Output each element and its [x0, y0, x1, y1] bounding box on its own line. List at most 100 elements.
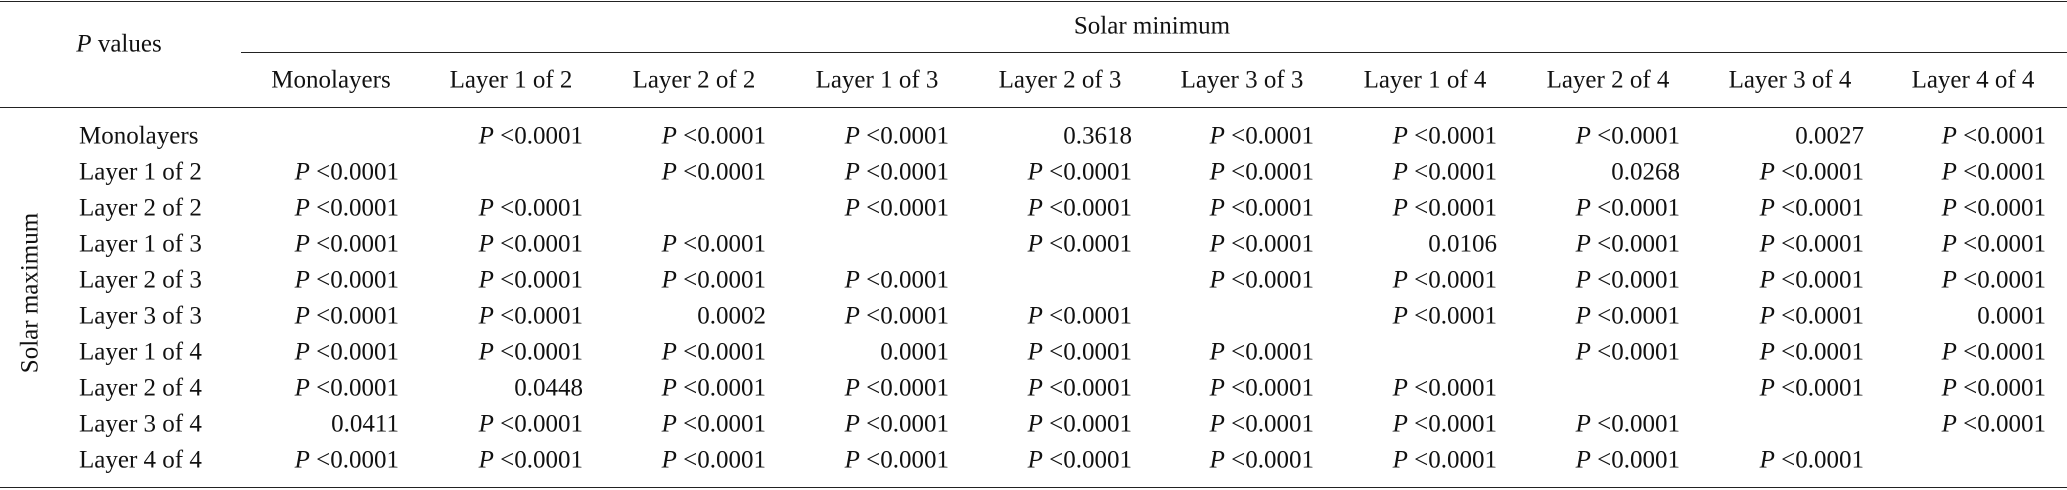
- row-label: Layer 3 of 4: [79, 410, 202, 438]
- p-value-cell: P <0.0001: [661, 446, 766, 474]
- p-value-cell: P <0.0001: [1941, 230, 2046, 258]
- p-value-cell: P <0.0001: [1941, 410, 2046, 438]
- p-value-cell: P <0.0001: [1027, 302, 1132, 330]
- p-value-cell: P <0.0001: [844, 446, 949, 474]
- row-label: Layer 2 of 4: [79, 374, 202, 402]
- p-value-cell: P <0.0001: [1209, 410, 1314, 438]
- column-header: Layer 2 of 4: [1546, 66, 1670, 94]
- p-value-cell: P <0.0001: [661, 338, 766, 366]
- p-value-cell: P <0.0001: [661, 266, 766, 294]
- p-value-cell: P <0.0001: [661, 374, 766, 402]
- p-value-cell: P <0.0001: [478, 230, 583, 258]
- p-value-cell: 0.0268: [1611, 158, 1680, 186]
- column-header: Layer 1 of 4: [1363, 66, 1487, 94]
- p-value-cell: P <0.0001: [478, 266, 583, 294]
- p-value-cell: 0.0002: [697, 302, 766, 330]
- bottom-rule: [0, 487, 2067, 488]
- p-value-cell: P <0.0001: [1759, 194, 1864, 222]
- column-header: Layer 2 of 3: [998, 66, 1122, 94]
- row-label: Layer 2 of 3: [79, 266, 202, 294]
- side-header: Solar maximum: [16, 212, 44, 374]
- p-value-cell: P <0.0001: [1027, 410, 1132, 438]
- column-header: Layer 3 of 3: [1180, 66, 1304, 94]
- p-value-cell: P <0.0001: [1759, 374, 1864, 402]
- p-value-cell: P <0.0001: [661, 122, 766, 150]
- p-value-cell: P <0.0001: [1392, 410, 1497, 438]
- p-value-cell: P <0.0001: [1027, 230, 1132, 258]
- p-value-cell: P <0.0001: [1575, 446, 1680, 474]
- p-value-cell: P <0.0001: [1759, 266, 1864, 294]
- row-label: Layer 3 of 3: [79, 302, 202, 330]
- p-value-cell: P <0.0001: [1941, 338, 2046, 366]
- group-header: Solar minimum: [1073, 12, 1231, 40]
- p-value-cell: P <0.0001: [1027, 338, 1132, 366]
- p-value-cell: 0.3618: [1063, 122, 1132, 150]
- p-value-cell: P <0.0001: [1941, 122, 2046, 150]
- p-value-cell: P <0.0001: [294, 230, 399, 258]
- p-value-cell: P <0.0001: [1027, 446, 1132, 474]
- p-value-cell: P <0.0001: [294, 158, 399, 186]
- corner-header: P values: [76, 30, 162, 58]
- p-value-cell: P <0.0001: [478, 302, 583, 330]
- p-value-cell: P <0.0001: [844, 158, 949, 186]
- row-label: Layer 1 of 2: [79, 158, 202, 186]
- p-value-cell: P <0.0001: [844, 374, 949, 402]
- p-value-cell: P <0.0001: [844, 266, 949, 294]
- column-header: Layer 2 of 2: [632, 66, 756, 94]
- p-value-cell: P <0.0001: [1027, 194, 1132, 222]
- p-value-cell: P <0.0001: [478, 338, 583, 366]
- p-value-cell: P <0.0001: [1759, 230, 1864, 258]
- p-value-cell: P <0.0001: [1209, 194, 1314, 222]
- p-value-cell: P <0.0001: [478, 122, 583, 150]
- p-value-cell: P <0.0001: [1392, 194, 1497, 222]
- column-header: Layer 1 of 2: [449, 66, 573, 94]
- p-value-cell: P <0.0001: [1941, 194, 2046, 222]
- p-value-cell: P <0.0001: [1209, 158, 1314, 186]
- p-value-cell: P <0.0001: [1392, 374, 1497, 402]
- p-value-cell: P <0.0001: [1575, 194, 1680, 222]
- p-value-cell: P <0.0001: [1941, 158, 2046, 186]
- row-label: Layer 4 of 4: [79, 446, 202, 474]
- p-value-cell: P <0.0001: [661, 410, 766, 438]
- p-value-cell: P <0.0001: [661, 230, 766, 258]
- p-value-cell: 0.0411: [331, 410, 399, 438]
- p-value-cell: P <0.0001: [1575, 410, 1680, 438]
- column-header: Layer 3 of 4: [1728, 66, 1852, 94]
- p-value-cell: P <0.0001: [1209, 374, 1314, 402]
- p-value-cell: 0.0448: [514, 374, 583, 402]
- p-value-cell: P <0.0001: [1759, 338, 1864, 366]
- p-value-cell: P <0.0001: [1209, 446, 1314, 474]
- p-value-cell: P <0.0001: [1392, 122, 1497, 150]
- p-value-cell: P <0.0001: [478, 446, 583, 474]
- header-rule: [0, 107, 2067, 108]
- p-value-cell: P <0.0001: [1575, 266, 1680, 294]
- p-value-cell: P <0.0001: [294, 446, 399, 474]
- p-value-cell: P <0.0001: [844, 302, 949, 330]
- p-value-cell: P <0.0001: [1027, 374, 1132, 402]
- p-value-cell: P <0.0001: [1759, 446, 1864, 474]
- p-value-cell: P <0.0001: [1392, 266, 1497, 294]
- row-label: Layer 1 of 4: [79, 338, 202, 366]
- p-value-cell: P <0.0001: [1759, 302, 1864, 330]
- top-rule: [0, 1, 2067, 2]
- p-value-cell: P <0.0001: [1392, 446, 1497, 474]
- column-header: Layer 1 of 3: [815, 66, 939, 94]
- p-value-cell: P <0.0001: [294, 266, 399, 294]
- p-value-cell: P <0.0001: [1209, 122, 1314, 150]
- p-value-cell: P <0.0001: [1392, 302, 1497, 330]
- row-label: Layer 1 of 3: [79, 230, 202, 258]
- p-value-cell: P <0.0001: [294, 374, 399, 402]
- p-value-cell: 0.0001: [880, 338, 949, 366]
- p-value-cell: P <0.0001: [844, 122, 949, 150]
- p-value-cell: P <0.0001: [1209, 266, 1314, 294]
- p-value-cell: P <0.0001: [1209, 338, 1314, 366]
- p-value-cell: P <0.0001: [1759, 158, 1864, 186]
- p-value-cell: P <0.0001: [1941, 374, 2046, 402]
- p-value-cell: P <0.0001: [1392, 158, 1497, 186]
- p-value-cell: P <0.0001: [1575, 338, 1680, 366]
- p-value-cell: P <0.0001: [1209, 230, 1314, 258]
- p-value-cell: P <0.0001: [1575, 230, 1680, 258]
- p-value-cell: P <0.0001: [1575, 122, 1680, 150]
- p-value-cell: 0.0106: [1428, 230, 1497, 258]
